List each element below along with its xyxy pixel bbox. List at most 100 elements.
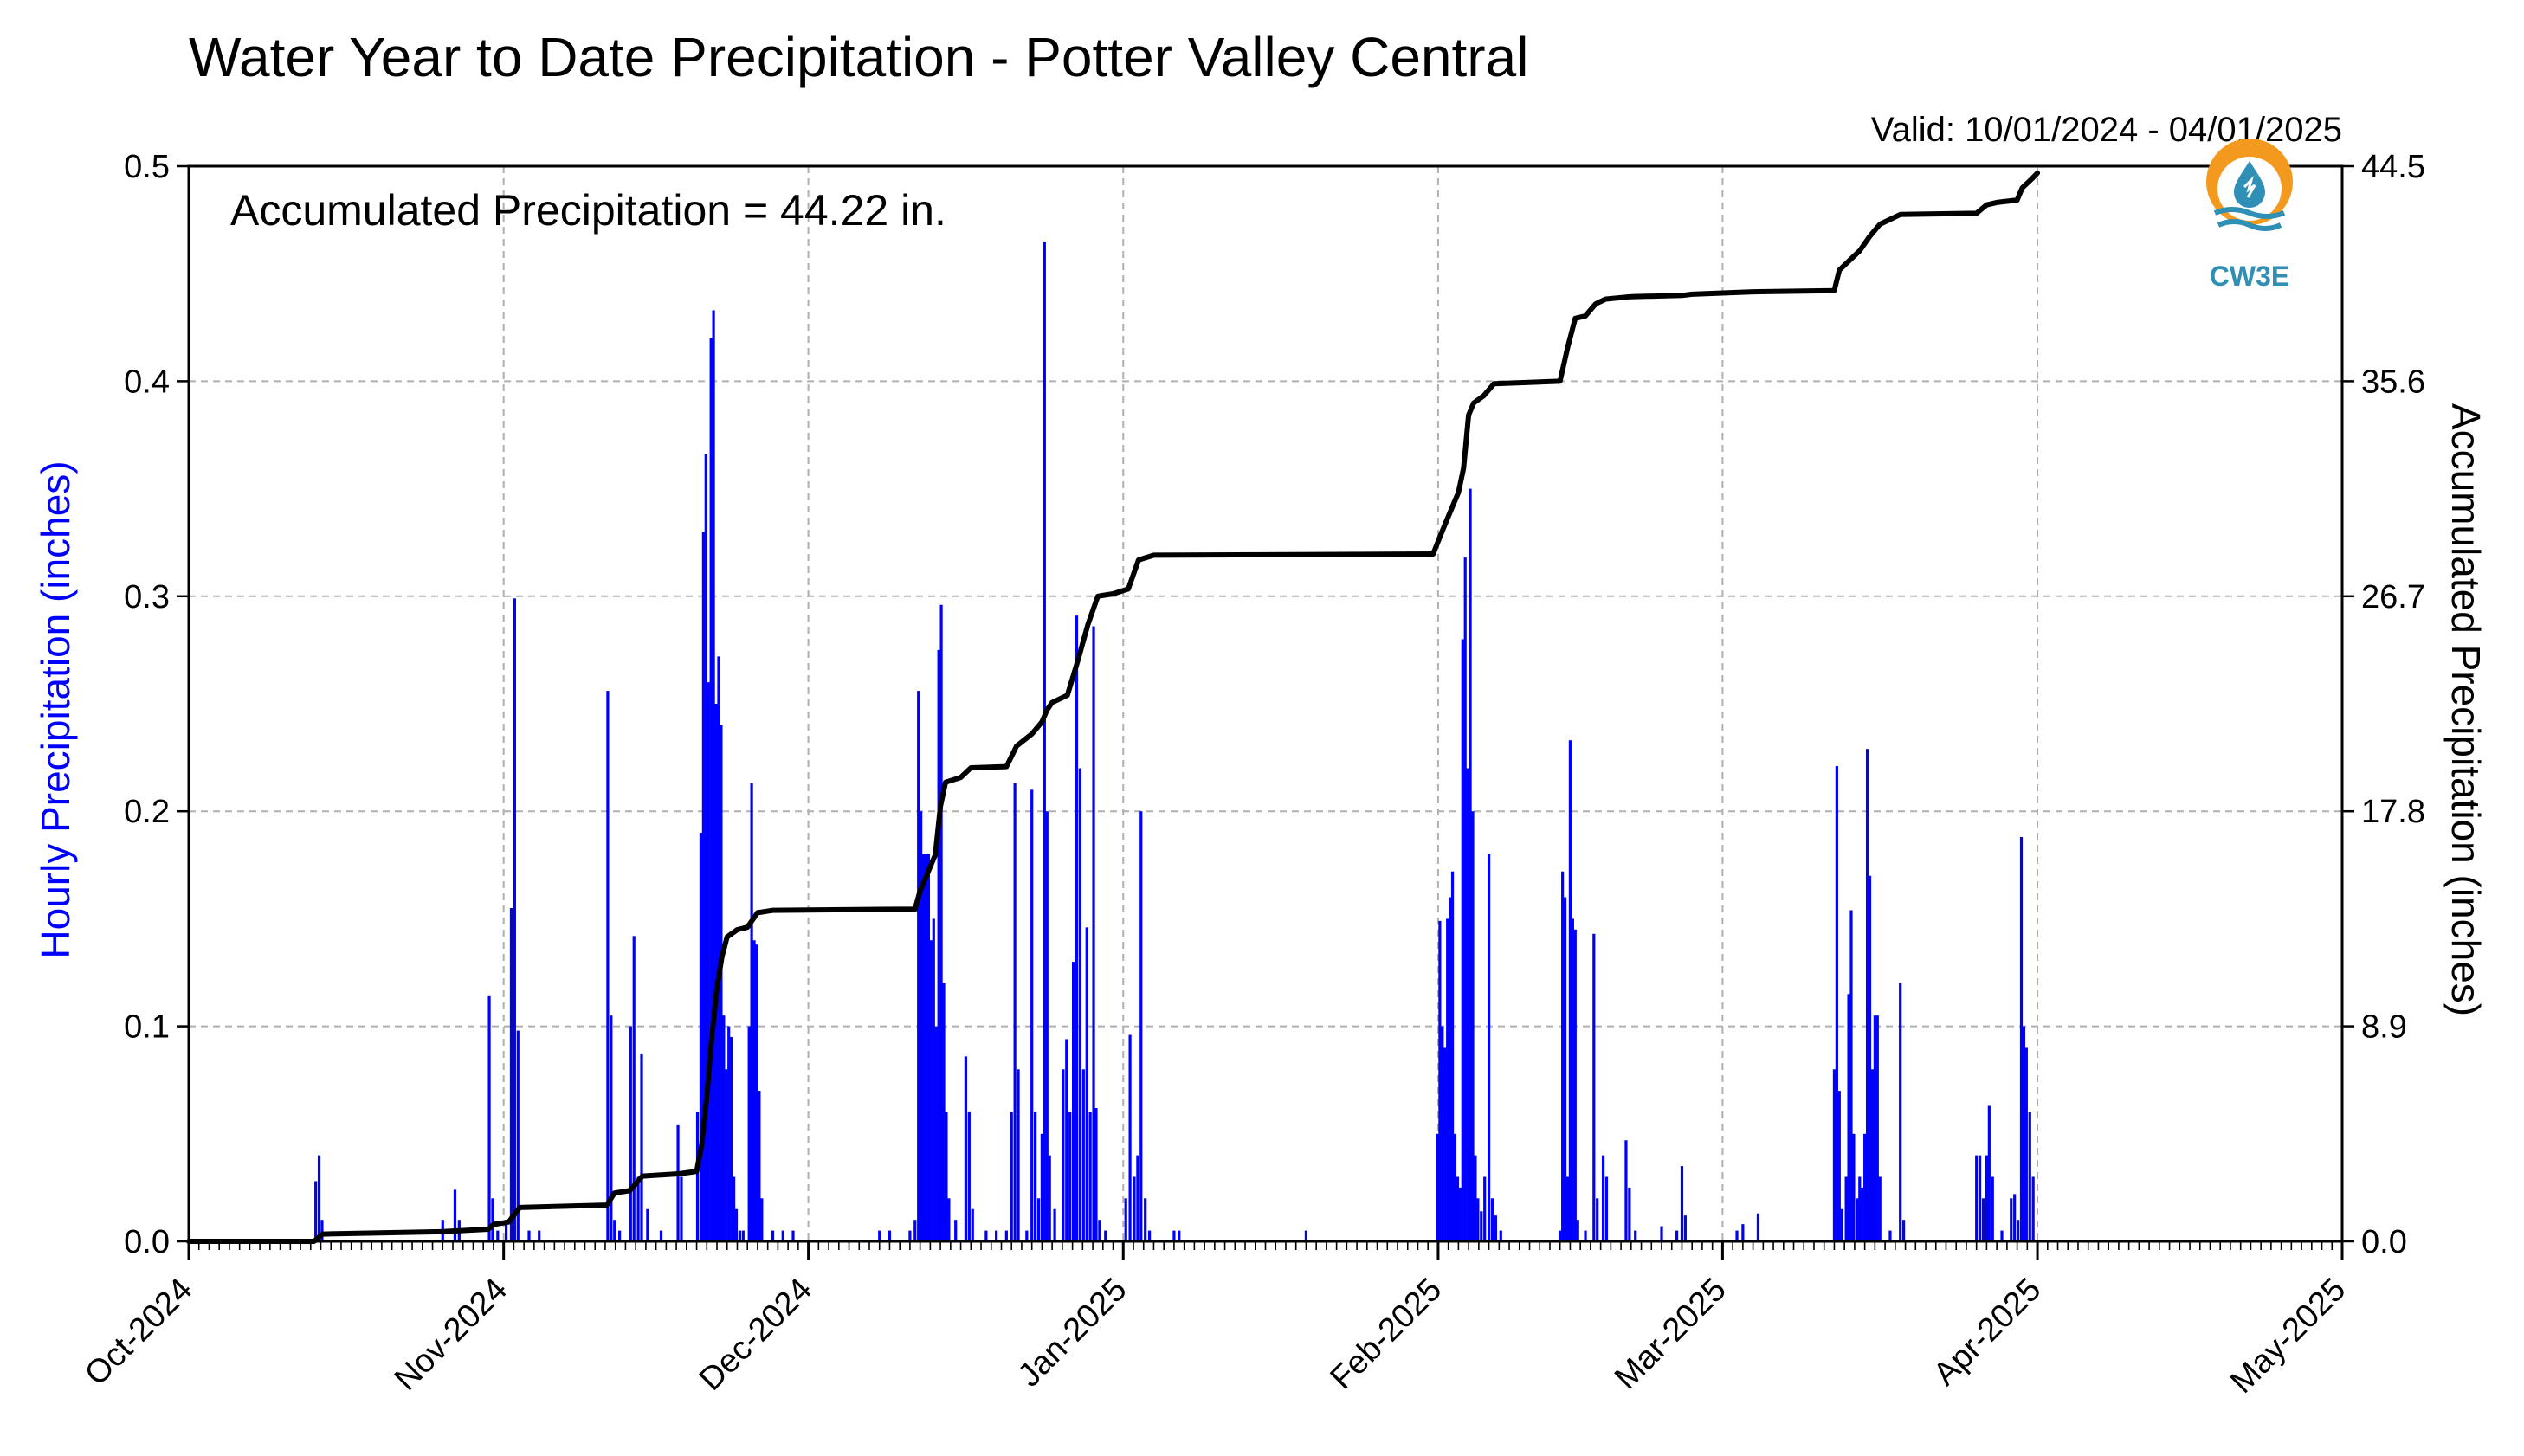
y2-tick-label: 26.7 <box>2361 579 2425 615</box>
hourly-bar <box>995 1230 998 1241</box>
hourly-bar <box>1576 1220 1579 1241</box>
hourly-bar <box>2000 1230 2004 1241</box>
y-tick-label: 0.5 <box>124 149 170 185</box>
hourly-bar <box>1849 910 1853 1241</box>
hourly-bar <box>606 691 610 1241</box>
hourly-bar <box>1832 1069 1837 1241</box>
hourly-bar <box>947 1198 951 1241</box>
hourly-bar <box>781 1230 784 1241</box>
hourly-bar <box>1490 1198 1494 1241</box>
hourly-bar <box>712 310 715 1242</box>
hourly-bar <box>942 982 946 1241</box>
hourly-bar <box>659 1230 663 1241</box>
hourly-bar <box>1985 1155 1989 1241</box>
hourly-bar <box>695 1111 700 1241</box>
hourly-bar <box>1136 1155 1139 1241</box>
hourly-bar <box>1471 811 1475 1241</box>
hourly-bar <box>1147 1230 1152 1241</box>
hourly-bar <box>1568 740 1572 1241</box>
hourly-bar <box>1304 1230 1308 1241</box>
hourly-bar <box>1043 241 1046 1242</box>
hourly-bar <box>1139 811 1143 1241</box>
hourly-bar <box>1499 1230 1502 1241</box>
cw3e-logo: CW3E <box>2206 139 2293 292</box>
hourly-bars <box>314 241 2035 1242</box>
hourly-bar <box>732 1176 736 1241</box>
hourly-bar <box>921 854 926 1241</box>
hourly-bar <box>699 833 703 1241</box>
x-tick-label: Mar-2025 <box>1608 1272 1733 1397</box>
hourly-bar <box>967 1111 971 1241</box>
hourly-bar <box>1443 1047 1447 1241</box>
hourly-bar <box>1065 1039 1068 1241</box>
hourly-bar <box>1675 1230 1679 1241</box>
hourly-bar <box>1847 994 1850 1241</box>
hourly-bar <box>1863 1133 1867 1241</box>
hourly-bar <box>1469 488 1472 1241</box>
hourly-bar <box>704 454 707 1241</box>
hourly-bar <box>1601 1155 1605 1241</box>
hourly-bar <box>1888 1230 1892 1241</box>
hourly-bar <box>920 811 923 1241</box>
hourly-bar <box>926 854 931 1241</box>
hourly-bar <box>646 1208 649 1241</box>
hourly-bar <box>1873 1015 1876 1241</box>
hourly-bar <box>1875 1015 1879 1241</box>
hourly-bar <box>516 1030 520 1241</box>
hourly-bar <box>1071 962 1075 1241</box>
hourly-bar <box>1981 1198 1985 1241</box>
hourly-bar <box>1476 1198 1480 1241</box>
hourly-bar <box>734 1208 739 1241</box>
hourly-bar <box>760 1198 764 1241</box>
hourly-bar <box>487 995 491 1241</box>
hourly-bar <box>676 1124 680 1241</box>
hourly-bar <box>1565 1176 1570 1241</box>
hourly-bar <box>1563 897 1567 1241</box>
hourly-bar <box>1017 1069 1020 1241</box>
hourly-bar <box>791 1230 795 1241</box>
hourly-bar <box>707 682 710 1241</box>
hourly-bar <box>722 1015 726 1241</box>
hourly-bar <box>1092 626 1095 1241</box>
hourly-bar <box>2024 1047 2028 1241</box>
hourly-bar <box>1741 1224 1745 1241</box>
hourly-bar <box>771 1230 775 1241</box>
hourly-bar <box>924 854 928 1241</box>
hourly-bar <box>2022 1026 2026 1241</box>
hourly-bar <box>1458 1187 1462 1241</box>
hourly-bar <box>1487 854 1491 1241</box>
hourly-bar <box>1453 1133 1457 1241</box>
hourly-bar <box>878 1230 881 1241</box>
hourly-bar <box>755 944 758 1241</box>
hourly-bar <box>1013 783 1017 1241</box>
ticks: 0.0 0.1 0.2 0.3 0.4 0.5 0.0 8.9 17.8 26.7 35.6 44.5… <box>78 149 2425 1401</box>
accumulated-annotation: Accumulated Precipitation = 44.22 in. <box>230 186 946 235</box>
y2-tick-label: 17.8 <box>2361 794 2425 830</box>
hourly-bar <box>1045 811 1049 1241</box>
hourly-bar <box>2010 1198 2013 1241</box>
hourly-bar <box>1858 1176 1862 1241</box>
hourly-bar <box>913 1220 917 1241</box>
x-tick-label: Dec-2024 <box>693 1272 819 1398</box>
hourly-bar <box>1634 1230 1637 1241</box>
hourly-bar <box>1660 1226 1663 1241</box>
y-tick-label: 0.0 <box>124 1224 170 1260</box>
hourly-bar <box>1592 933 1596 1241</box>
hourly-bar <box>747 1026 751 1241</box>
hourly-bar <box>317 1155 321 1241</box>
hourly-bar <box>1025 1230 1029 1241</box>
x-tick-label: May-2025 <box>2224 1272 2353 1401</box>
hourly-bar <box>1861 1187 1864 1241</box>
hourly-bar <box>1133 1176 1136 1241</box>
x-tick-label: Jan-2025 <box>1011 1272 1134 1395</box>
hourly-bar <box>320 1220 324 1241</box>
hourly-bar <box>491 1198 494 1241</box>
hourly-bar <box>680 1176 683 1241</box>
hourly-bar <box>937 649 940 1241</box>
hourly-bar <box>1436 1133 1439 1241</box>
hourly-bar <box>1991 1176 1994 1241</box>
hourly-bar <box>720 725 723 1241</box>
hourly-bar <box>1036 1198 1041 1241</box>
hourly-bar <box>527 1230 531 1241</box>
hourly-bar <box>929 940 933 1241</box>
